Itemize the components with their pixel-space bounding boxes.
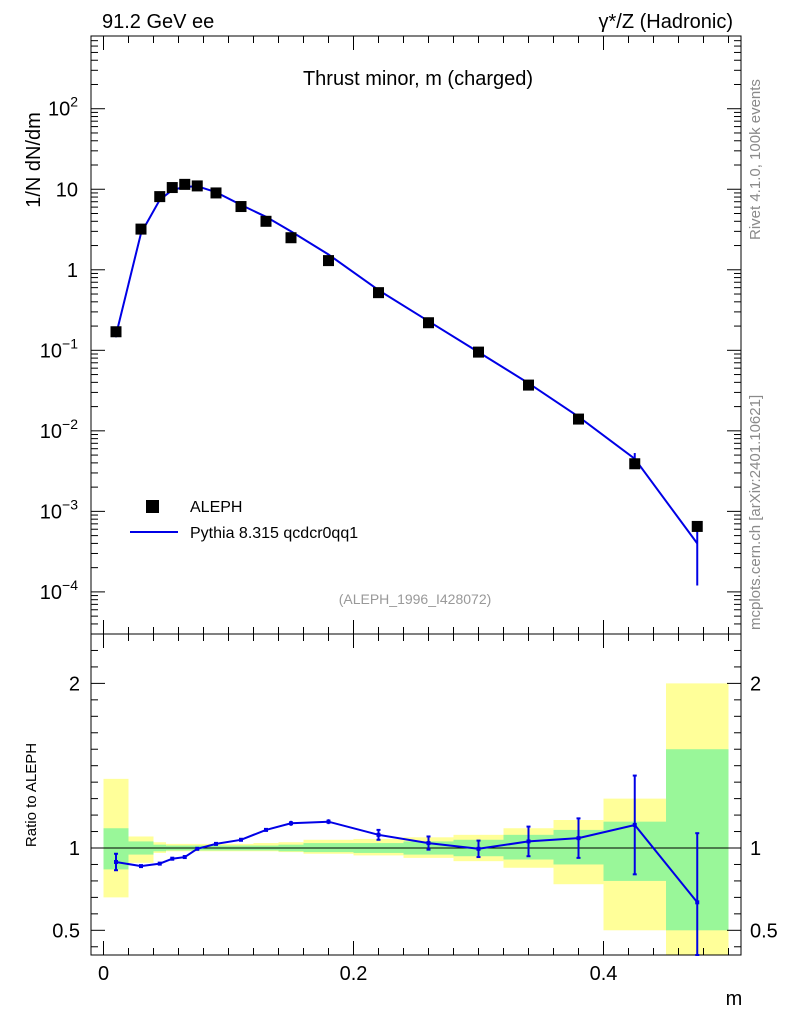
data-point	[110, 326, 122, 338]
ratio-y-tick-label-right: 0.5	[750, 920, 778, 942]
main-panel: 10−4 10−3 10−2 10−1 1 10 102	[40, 35, 742, 635]
ratio-ylabel: Ratio to ALEPH	[23, 743, 40, 847]
y-tick-label: 10−2	[40, 416, 78, 443]
data-point	[260, 215, 272, 227]
data-point	[473, 346, 484, 358]
y-tick-label: 102	[48, 94, 78, 121]
data-point	[373, 287, 384, 299]
ratio-point	[576, 836, 581, 841]
ratio-y-tick-label-left: 0.5	[52, 920, 80, 942]
ratio-point	[170, 856, 175, 861]
legend-data-marker	[146, 500, 159, 513]
ratio-point	[157, 861, 162, 866]
x-tick-label: 0.4	[590, 963, 618, 985]
data-point	[629, 458, 641, 470]
ratio-point	[476, 846, 481, 851]
ratio-mc-line	[115, 820, 698, 903]
mcplots-label: mcplots.cern.ch [arXiv:2401.10621]	[747, 395, 764, 630]
header-left: 91.2 GeV ee	[102, 11, 214, 33]
rivet-label: Rivet 4.1.0, 100k events	[747, 79, 764, 240]
legend: ALEPH Pythia 8.315 qcdcr0qq1	[130, 499, 358, 542]
ratio-point	[195, 846, 200, 851]
ratio-point	[376, 832, 381, 837]
ratio-point	[114, 859, 118, 864]
y-tick-label: 10	[56, 179, 78, 201]
data-point	[691, 520, 703, 532]
data-point	[285, 232, 297, 244]
ratio-point	[214, 841, 218, 846]
ratio-frame	[90, 633, 742, 956]
data-point	[210, 187, 222, 199]
y-tick-label: 10−3	[40, 496, 78, 523]
ratio-point	[326, 819, 331, 824]
legend-entry-mc: Pythia 8.315 qcdcr0qq1	[190, 525, 358, 542]
ratio-point	[289, 821, 293, 826]
data-point	[179, 178, 191, 190]
legend-entry-data: ALEPH	[190, 499, 242, 516]
ratio-point	[264, 827, 268, 832]
y-tick-label: 10−1	[40, 335, 78, 362]
y-tick-label: 10−4	[40, 577, 78, 604]
ratio-y-tick-label-right: 1	[750, 838, 761, 860]
x-axis-label: m	[726, 988, 743, 1010]
data-point	[573, 413, 584, 425]
ratio-panel: 0.5 0.5 1 1 2 2 0 0.2 0.4	[52, 633, 778, 985]
main-title: Thrust minor, m (charged)	[303, 68, 533, 90]
main-frame	[90, 35, 742, 635]
ratio-y-tick-label-left: 2	[69, 673, 80, 695]
header-right: γ*/Z (Hadronic)	[599, 11, 733, 33]
y-tick-label: 1	[67, 260, 78, 282]
ratio-point	[632, 822, 637, 827]
analysis-annotation: (ALEPH_1996_I428072)	[339, 591, 492, 607]
x-tick-label: 0.2	[340, 963, 368, 985]
main-ylabel: 1/N dN/dm	[23, 112, 45, 208]
data-point	[423, 317, 434, 329]
data-point	[191, 180, 203, 192]
x-tick-label: 0	[98, 963, 109, 985]
ratio-y-tick-label-right: 2	[750, 673, 761, 695]
data-point	[166, 182, 178, 194]
ratio-point	[426, 841, 431, 846]
mc-line	[115, 185, 699, 544]
data-point	[235, 201, 247, 213]
ratio-y-tick-label-left: 1	[69, 838, 80, 860]
ratio-point	[139, 864, 143, 869]
ratio-point	[526, 839, 531, 844]
ratio-point	[239, 837, 243, 842]
data-point	[154, 191, 166, 203]
ratio-point	[695, 900, 700, 905]
data-point	[135, 223, 147, 235]
ratio-point	[182, 855, 187, 860]
data-point	[323, 255, 334, 267]
data-point	[523, 379, 534, 391]
